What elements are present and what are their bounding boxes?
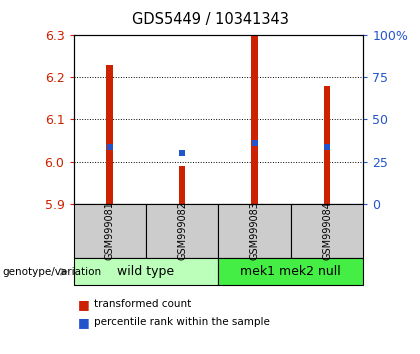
Bar <box>179 166 186 204</box>
Bar <box>106 65 113 204</box>
Text: GSM999082: GSM999082 <box>177 201 187 261</box>
Text: GDS5449 / 10341343: GDS5449 / 10341343 <box>131 12 289 27</box>
Text: GSM999081: GSM999081 <box>105 201 115 261</box>
Text: percentile rank within the sample: percentile rank within the sample <box>94 317 270 327</box>
Text: genotype/variation: genotype/variation <box>2 267 101 277</box>
Text: mek1 mek2 null: mek1 mek2 null <box>241 265 341 278</box>
Text: ■: ■ <box>78 316 89 329</box>
Text: GSM999084: GSM999084 <box>322 201 332 261</box>
Bar <box>251 35 258 204</box>
Text: GSM999083: GSM999083 <box>249 201 260 261</box>
Text: transformed count: transformed count <box>94 299 191 309</box>
Text: wild type: wild type <box>117 265 175 278</box>
Text: ■: ■ <box>78 298 89 311</box>
Bar <box>324 86 331 204</box>
